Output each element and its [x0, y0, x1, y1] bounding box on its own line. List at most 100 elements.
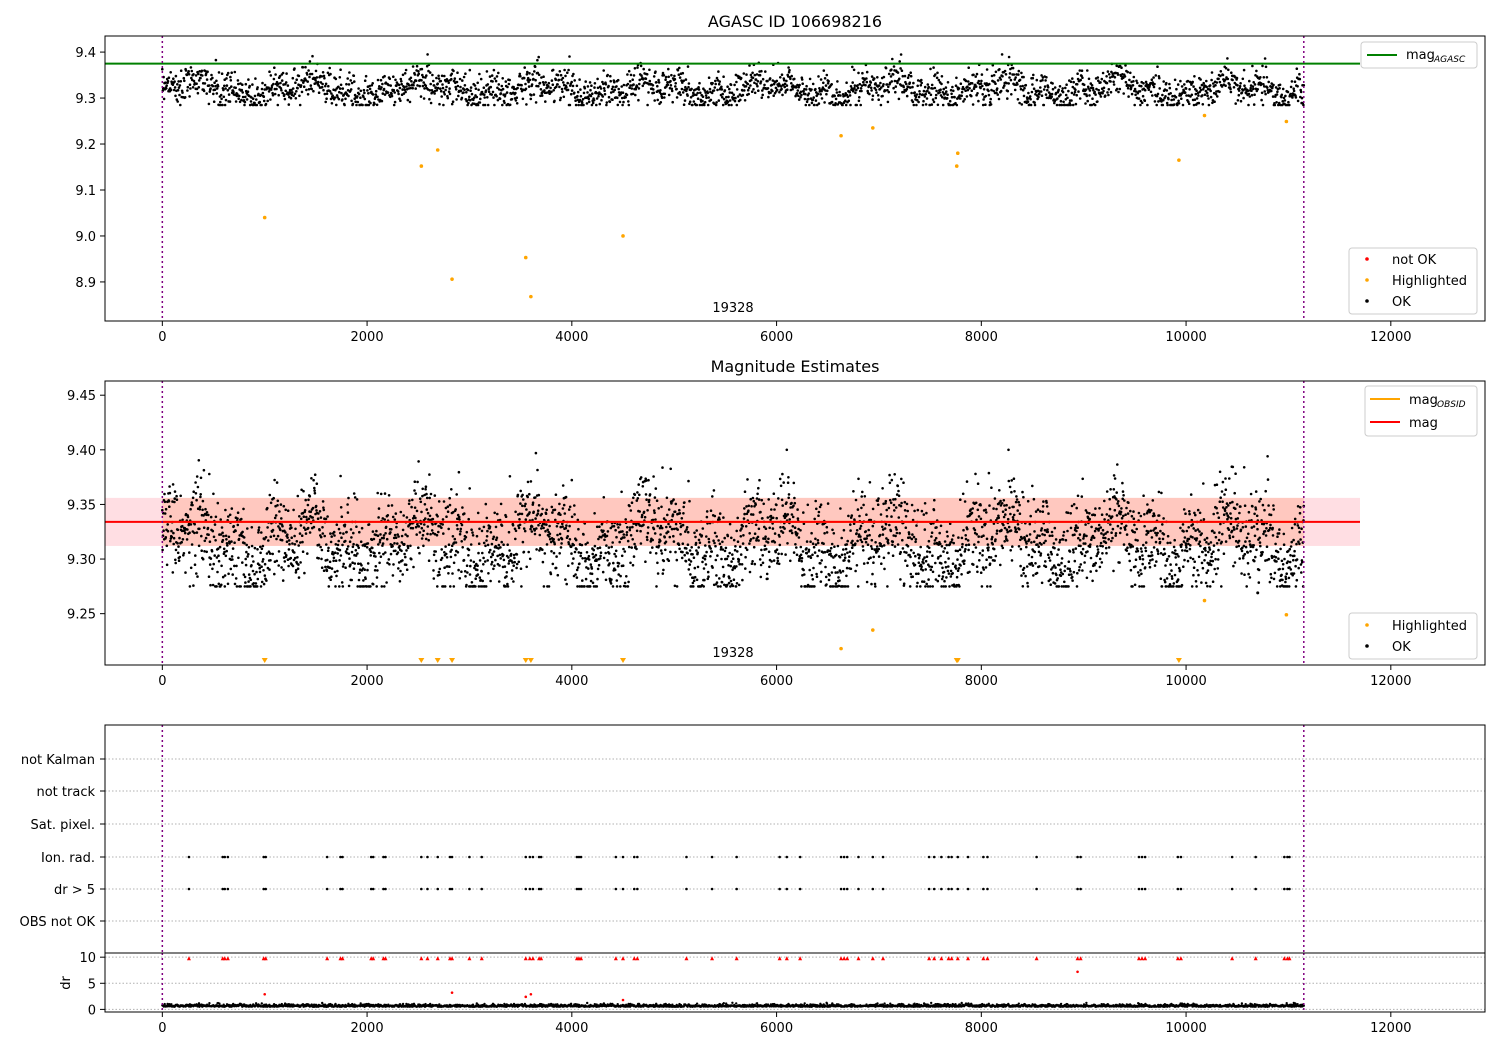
flags-marker [531, 855, 535, 859]
dr-not-ok-marker [734, 956, 739, 961]
estimates-ok-point [1256, 591, 1260, 595]
dr-panel-plot-area: 0 5 10 0 2000 4000 6000 8000 10000 12000 [79, 951, 1486, 1036]
agasc-y-tick-label: 9.1 [75, 184, 96, 199]
agasc-highlighted-point [839, 133, 843, 138]
dr-frame [104, 952, 1486, 1013]
dr-not-ok-marker [632, 956, 637, 961]
agasc-panel-title: AGASC ID 106698216 [708, 12, 882, 31]
agasc-y-tick-label: 9.3 [75, 92, 96, 107]
flags-label-not-track: not track [36, 785, 95, 800]
flags-marker [932, 855, 936, 859]
flags-marker [420, 887, 423, 891]
dr-outlier-point [263, 992, 267, 996]
flags-marker [325, 855, 329, 859]
flags-marker [480, 887, 484, 891]
estimates-legend-point-swatch [1365, 644, 1369, 648]
flags-marker [539, 887, 543, 891]
flags-marker [371, 855, 375, 859]
agasc-highlighted-point [1177, 158, 1181, 162]
flags-marker [262, 887, 265, 891]
flags-marker [531, 887, 535, 891]
flags-label-not-kalman: not Kalman [21, 753, 95, 768]
flags-marker [1179, 887, 1183, 891]
estimates-legend-point-swatch [1365, 623, 1369, 627]
flags-marker [1283, 887, 1286, 891]
flags-marker [778, 855, 781, 859]
flags-marker [468, 887, 471, 891]
dr-not-ok-marker [927, 956, 932, 961]
dr-not-ok-marker [981, 956, 986, 961]
dr-y-tick-label: 5 [88, 977, 96, 992]
flags-marker [1179, 855, 1183, 859]
dr-outlier-point [1076, 970, 1079, 974]
flags-marker [614, 855, 618, 859]
dr-not-ok-marker [1143, 956, 1148, 961]
estimates-x-tick-label: 6000 [760, 674, 793, 689]
estimates-x-tick-label: 8000 [965, 674, 998, 689]
dr-not-ok-marker [340, 956, 345, 961]
flags-marker [575, 887, 579, 891]
dr-not-ok-marker [1253, 956, 1258, 961]
flags-marker [986, 855, 989, 859]
flags-marker [436, 887, 440, 891]
estimates-point-legend [1348, 612, 1478, 660]
flags-marker [524, 855, 528, 859]
estimates-x-tick-label: 4000 [555, 674, 588, 689]
agasc-highlighted-point [1202, 113, 1207, 118]
dr-not-ok-marker [419, 956, 424, 961]
flags-marker [1079, 887, 1082, 891]
flags-marker [685, 855, 688, 859]
flags-marker [382, 887, 385, 891]
flags-marker [785, 887, 789, 891]
agasc-legend-point-swatch [1365, 278, 1369, 282]
flags-marker [927, 887, 931, 891]
dr-not-ok-marker [784, 956, 789, 961]
dr-not-ok-marker [539, 956, 544, 961]
estimates-panel: Magnitude Estimates 0 2000 4000 6000 8000 100… [67, 357, 1486, 689]
dr-not-ok-marker [425, 956, 430, 961]
dr-not-ok-marker [479, 956, 484, 961]
agasc-point-legend [1348, 247, 1478, 315]
estimates-y-tick-label: 9.40 [67, 444, 96, 459]
flags-marker [384, 887, 387, 891]
dr-x-tick-label: 6000 [760, 1021, 793, 1036]
flags-marker [528, 855, 532, 859]
estimates-legend-point-label: OK [1392, 640, 1411, 655]
dr-not-ok-marker [966, 956, 971, 961]
agasc-highlighted-point [262, 215, 267, 220]
flags-marker [1137, 855, 1141, 859]
flags-marker [528, 887, 532, 891]
flags-marker [956, 887, 960, 891]
flags-label-obs-not-ok: OBS not OK [20, 915, 96, 930]
estimates-frame [104, 380, 1486, 666]
agasc-frame [104, 35, 1486, 322]
flags-marker [221, 887, 225, 891]
agasc-highlighted-point [523, 255, 528, 260]
dr-not-ok-marker [710, 956, 715, 961]
dr-not-ok-marker [1230, 956, 1235, 961]
flags-marker [382, 855, 385, 859]
flags-marker [264, 855, 268, 859]
dr-not-ok-marker [870, 956, 875, 961]
flags-marker [575, 855, 579, 859]
flags-marker [881, 887, 885, 891]
flags-marker [221, 855, 225, 859]
flags-marker [1286, 855, 1289, 859]
estimates-offscale-marker [434, 658, 441, 663]
flags-marker [480, 855, 484, 859]
dr-not-ok-marker [1136, 956, 1141, 961]
estimates-offscale-marker [261, 658, 268, 663]
agasc-panel-plot-area: 0 2000 4000 6000 8000 10000 12000 8.9 9.0 9.1 9.2 9… [75, 35, 1486, 345]
flags-marker [577, 887, 581, 891]
flags-marker [1140, 855, 1144, 859]
flags-marker [932, 887, 936, 891]
estimates-highlighted-point [839, 646, 843, 651]
flags-marker [621, 887, 625, 891]
flags-marker [839, 855, 843, 859]
dr-not-ok-marker [222, 956, 227, 961]
dr-y-tick-label: 0 [88, 1003, 96, 1018]
estimates-panel-obsid-label: 19328 [712, 646, 753, 661]
flags-marker [798, 887, 802, 891]
dr-not-ok-marker [1287, 956, 1292, 961]
flags-marker [798, 855, 802, 859]
